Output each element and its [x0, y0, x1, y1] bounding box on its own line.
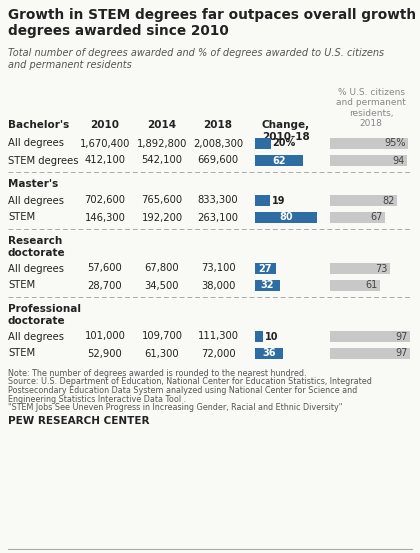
Text: 20%: 20%	[273, 138, 296, 149]
Text: 192,200: 192,200	[142, 212, 183, 222]
Text: 62: 62	[272, 155, 286, 165]
Text: 109,700: 109,700	[142, 331, 183, 342]
Text: Change,
2010-18: Change, 2010-18	[262, 120, 310, 142]
Bar	[255, 280, 280, 291]
Text: 57,600: 57,600	[88, 263, 122, 274]
Text: 669,600: 669,600	[197, 155, 239, 165]
Text: Research
doctorate: Research doctorate	[8, 236, 66, 258]
Text: Master's: Master's	[8, 179, 58, 189]
Text: 263,100: 263,100	[197, 212, 239, 222]
Bar	[255, 348, 283, 359]
Text: 2010: 2010	[90, 120, 120, 130]
Bar	[255, 263, 276, 274]
Text: 82: 82	[383, 196, 395, 206]
Text: 38,000: 38,000	[201, 280, 235, 290]
Text: 72,000: 72,000	[201, 348, 235, 358]
Text: All degrees: All degrees	[8, 331, 64, 342]
Text: 765,600: 765,600	[142, 196, 183, 206]
Text: STEM: STEM	[8, 280, 35, 290]
Text: 833,300: 833,300	[198, 196, 238, 206]
Text: Postsecondary Education Data System analyzed using National Center for Science a: Postsecondary Education Data System anal…	[8, 386, 357, 395]
Bar	[330, 331, 410, 342]
Bar	[330, 138, 408, 149]
Text: All degrees: All degrees	[8, 138, 64, 149]
Text: 1,670,400: 1,670,400	[80, 138, 130, 149]
Text: 97: 97	[395, 331, 407, 342]
Text: PEW RESEARCH CENTER: PEW RESEARCH CENTER	[8, 415, 150, 425]
Text: 702,600: 702,600	[84, 196, 126, 206]
Bar	[330, 195, 397, 206]
Bar	[255, 331, 263, 342]
Text: 97: 97	[395, 348, 407, 358]
Text: Total number of degrees awarded and % of degrees awarded to U.S. citizens
and pe: Total number of degrees awarded and % of…	[8, 48, 384, 70]
Text: Engineering Statistics Interactive Data Tool .: Engineering Statistics Interactive Data …	[8, 394, 186, 404]
Text: 10: 10	[265, 331, 278, 342]
Bar	[330, 155, 407, 166]
Text: 412,100: 412,100	[84, 155, 126, 165]
Text: 28,700: 28,700	[88, 280, 122, 290]
Text: 61,300: 61,300	[144, 348, 179, 358]
Text: 67: 67	[370, 212, 383, 222]
Bar	[255, 155, 303, 166]
Text: Professional
doctorate: Professional doctorate	[8, 304, 81, 326]
Text: STEM degrees: STEM degrees	[8, 155, 79, 165]
Text: 94: 94	[393, 155, 405, 165]
Text: 73: 73	[375, 263, 388, 274]
Text: 67,800: 67,800	[144, 263, 179, 274]
Text: "STEM Jobs See Uneven Progress in Increasing Gender, Racial and Ethnic Diversity: "STEM Jobs See Uneven Progress in Increa…	[8, 403, 342, 412]
Text: 80: 80	[279, 212, 293, 222]
Text: Growth in STEM degrees far outpaces overall growth in
degrees awarded since 2010: Growth in STEM degrees far outpaces over…	[8, 8, 420, 38]
Text: All degrees: All degrees	[8, 263, 64, 274]
Text: Note: The number of degrees awarded is rounded to the nearest hundred.: Note: The number of degrees awarded is r…	[8, 369, 307, 378]
Bar	[255, 138, 270, 149]
Text: 1,892,800: 1,892,800	[137, 138, 187, 149]
Text: STEM: STEM	[8, 212, 35, 222]
Text: 32: 32	[261, 280, 274, 290]
Text: 27: 27	[259, 263, 272, 274]
Text: 101,000: 101,000	[84, 331, 126, 342]
Text: 95%: 95%	[384, 138, 406, 149]
Text: 36: 36	[262, 348, 276, 358]
Text: % U.S. citizens
and permanent
residents,
2018: % U.S. citizens and permanent residents,…	[336, 88, 406, 128]
Text: 34,500: 34,500	[145, 280, 179, 290]
Text: 73,100: 73,100	[201, 263, 235, 274]
Text: 61: 61	[366, 280, 378, 290]
Bar	[330, 212, 385, 223]
Bar	[330, 263, 390, 274]
Text: 19: 19	[272, 196, 285, 206]
Text: 111,300: 111,300	[197, 331, 239, 342]
Text: All degrees: All degrees	[8, 196, 64, 206]
Text: STEM: STEM	[8, 348, 35, 358]
Text: 542,100: 542,100	[142, 155, 183, 165]
Text: Bachelor's: Bachelor's	[8, 120, 69, 130]
Bar	[330, 280, 380, 291]
Text: 2018: 2018	[204, 120, 233, 130]
Bar	[255, 212, 317, 223]
Text: 2014: 2014	[147, 120, 176, 130]
Bar	[255, 195, 270, 206]
Text: 52,900: 52,900	[88, 348, 122, 358]
Text: Source: U.S. Department of Education, National Center for Education Statistics, : Source: U.S. Department of Education, Na…	[8, 378, 372, 387]
Text: 2,008,300: 2,008,300	[193, 138, 243, 149]
Text: 146,300: 146,300	[84, 212, 126, 222]
Bar	[330, 348, 410, 359]
